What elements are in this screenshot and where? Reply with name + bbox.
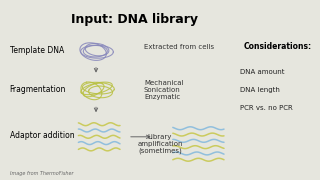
Text: DNA amount: DNA amount (240, 69, 284, 75)
Text: Extracted from cells: Extracted from cells (144, 44, 214, 50)
Text: Image from ThermoFisher: Image from ThermoFisher (10, 171, 73, 176)
Text: PCR vs. no PCR: PCR vs. no PCR (240, 105, 293, 111)
Text: Template DNA: Template DNA (10, 46, 64, 55)
Text: Input: DNA library: Input: DNA library (71, 13, 198, 26)
Text: DNA length: DNA length (240, 87, 280, 93)
Text: Fragmentation: Fragmentation (10, 86, 66, 94)
Text: Considerations:: Considerations: (243, 42, 311, 51)
Text: Mechanical
Sonication
Enzymatic: Mechanical Sonication Enzymatic (144, 80, 183, 100)
Text: Adaptor addition: Adaptor addition (10, 130, 74, 140)
Text: Library
amplification
(sometimes): Library amplification (sometimes) (137, 134, 183, 154)
